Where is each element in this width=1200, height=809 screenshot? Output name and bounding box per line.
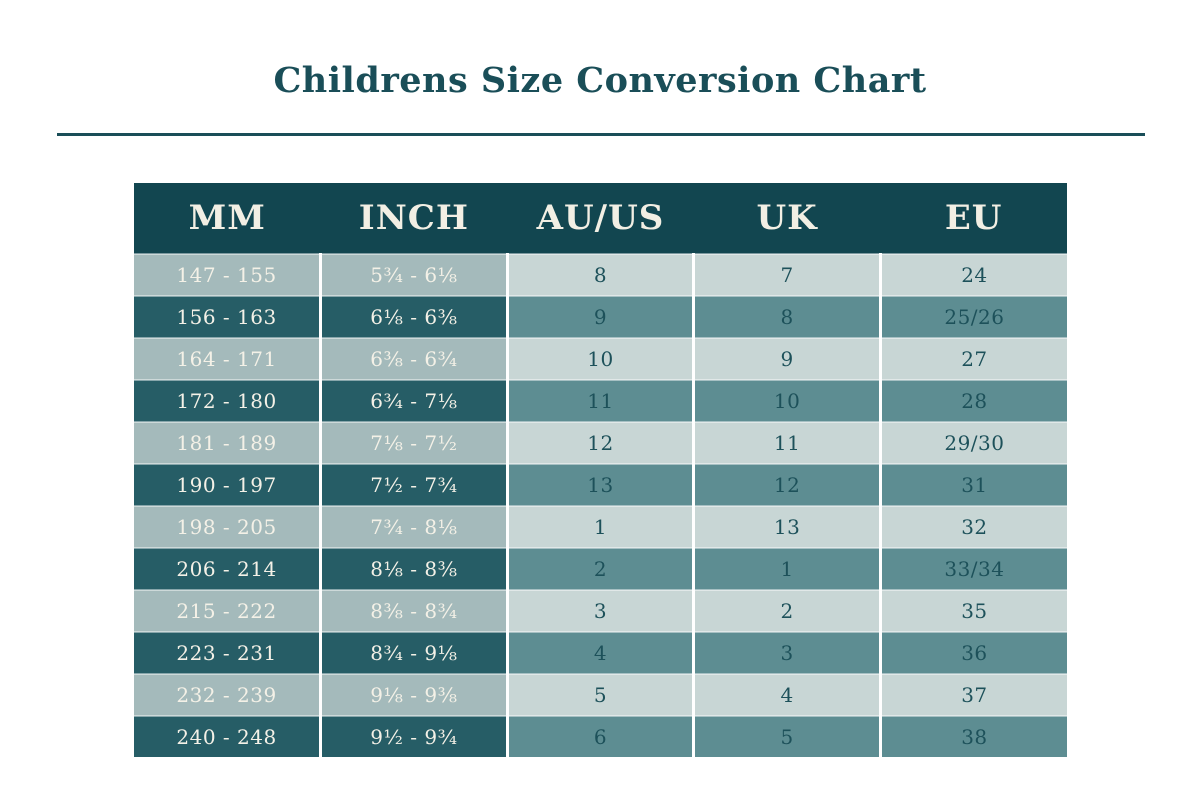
table-row: 172 - 180 6¾ - 7⅛ 11 10 28 — [134, 379, 1067, 422]
table-row: 240 - 248 9½ - 9¾ 6 5 38 — [134, 715, 1067, 757]
table-cell: 6⅛ - 6⅜ — [319, 295, 508, 338]
table-row: 232 - 239 9⅛ - 9⅜ 5 4 37 — [134, 673, 1067, 716]
table-cell: 36 — [878, 631, 1067, 674]
table-cell: 8 — [505, 253, 694, 296]
size-conversion-table: MM INCH AU/US UK EU 147 - 155 5¾ - 6⅛ 8 7 24… — [134, 183, 1067, 757]
table-header: MM INCH AU/US UK EU — [134, 183, 1067, 254]
table-cell: 8⅜ - 8¾ — [319, 589, 508, 632]
column-header-mm: MM — [134, 183, 321, 254]
table-cell: 10 — [692, 379, 881, 422]
table-cell: 6⅜ - 6¾ — [319, 337, 508, 380]
table-row: 223 - 231 8¾ - 9⅛ 4 3 36 — [134, 631, 1067, 674]
table-cell: 9½ - 9¾ — [319, 715, 508, 757]
table-cell: 7⅛ - 7½ — [319, 421, 508, 464]
table-row: 206 - 214 8⅛ - 8⅜ 2 1 33/34 — [134, 547, 1067, 590]
table-cell: 8 — [692, 295, 881, 338]
column-header-eu: EU — [880, 183, 1067, 254]
table-cell: 8⅛ - 8⅜ — [319, 547, 508, 590]
table-cell: 27 — [878, 337, 1067, 380]
table-cell: 11 — [505, 379, 694, 422]
table-cell: 1 — [692, 547, 881, 590]
table-cell: 9 — [692, 337, 881, 380]
table-body: 147 - 155 5¾ - 6⅛ 8 7 24 156 - 163 6⅛ - 6⅜ 9 8 25… — [134, 253, 1067, 757]
table-cell: 7½ - 7¾ — [319, 463, 508, 506]
table-cell: 9⅛ - 9⅜ — [319, 673, 508, 716]
table-cell: 10 — [505, 337, 694, 380]
table-cell: 232 - 239 — [134, 673, 321, 716]
table-cell: 29/30 — [878, 421, 1067, 464]
table-cell: 12 — [505, 421, 694, 464]
table-cell: 164 - 171 — [134, 337, 321, 380]
table-cell: 37 — [878, 673, 1067, 716]
table-cell: 4 — [505, 631, 694, 674]
page-title: Childrens Size Conversion Chart — [273, 60, 927, 101]
table-row: 215 - 222 8⅜ - 8¾ 3 2 35 — [134, 589, 1067, 632]
table-cell: 33/34 — [878, 547, 1067, 590]
table-cell: 223 - 231 — [134, 631, 321, 674]
table-cell: 13 — [505, 463, 694, 506]
table-cell: 147 - 155 — [134, 253, 321, 296]
table-cell: 38 — [878, 715, 1067, 757]
table-cell: 1 — [505, 505, 694, 548]
table-cell: 156 - 163 — [134, 295, 321, 338]
column-header-auus: AU/US — [507, 183, 694, 254]
table-cell: 2 — [692, 589, 881, 632]
table-cell: 35 — [878, 589, 1067, 632]
table-cell: 12 — [692, 463, 881, 506]
table-row: 198 - 205 7¾ - 8⅛ 1 13 32 — [134, 505, 1067, 548]
column-header-uk: UK — [693, 183, 881, 254]
table-cell: 198 - 205 — [134, 505, 321, 548]
table-row: 181 - 189 7⅛ - 7½ 12 11 29/30 — [134, 421, 1067, 464]
table-row: 190 - 197 7½ - 7¾ 13 12 31 — [134, 463, 1067, 506]
table-cell: 8¾ - 9⅛ — [319, 631, 508, 674]
table-row: 164 - 171 6⅜ - 6¾ 10 9 27 — [134, 337, 1067, 380]
column-header-inch: INCH — [320, 183, 508, 254]
table-cell: 13 — [692, 505, 881, 548]
table-cell: 5 — [692, 715, 881, 757]
table-cell: 5 — [505, 673, 694, 716]
table-cell: 6¾ - 7⅛ — [319, 379, 508, 422]
table-row: 156 - 163 6⅛ - 6⅜ 9 8 25/26 — [134, 295, 1067, 338]
table-cell: 11 — [692, 421, 881, 464]
table-cell: 4 — [692, 673, 881, 716]
table-cell: 240 - 248 — [134, 715, 321, 757]
table-cell: 24 — [878, 253, 1067, 296]
table-cell: 6 — [505, 715, 694, 757]
table-header-row: MM INCH AU/US UK EU — [134, 183, 1067, 254]
table-cell: 7¾ - 8⅛ — [319, 505, 508, 548]
table-cell: 181 - 189 — [134, 421, 321, 464]
table-cell: 31 — [878, 463, 1067, 506]
table-cell: 2 — [505, 547, 694, 590]
table-cell: 3 — [505, 589, 694, 632]
table-cell: 3 — [692, 631, 881, 674]
table-cell: 25/26 — [878, 295, 1067, 338]
table-cell: 28 — [878, 379, 1067, 422]
title-divider — [57, 133, 1145, 136]
table-cell: 32 — [878, 505, 1067, 548]
table-cell: 206 - 214 — [134, 547, 321, 590]
table-cell: 215 - 222 — [134, 589, 321, 632]
table-cell: 5¾ - 6⅛ — [319, 253, 508, 296]
table-cell: 190 - 197 — [134, 463, 321, 506]
table-cell: 172 - 180 — [134, 379, 321, 422]
table-cell: 7 — [692, 253, 881, 296]
table-row: 147 - 155 5¾ - 6⅛ 8 7 24 — [134, 253, 1067, 296]
table-cell: 9 — [505, 295, 694, 338]
